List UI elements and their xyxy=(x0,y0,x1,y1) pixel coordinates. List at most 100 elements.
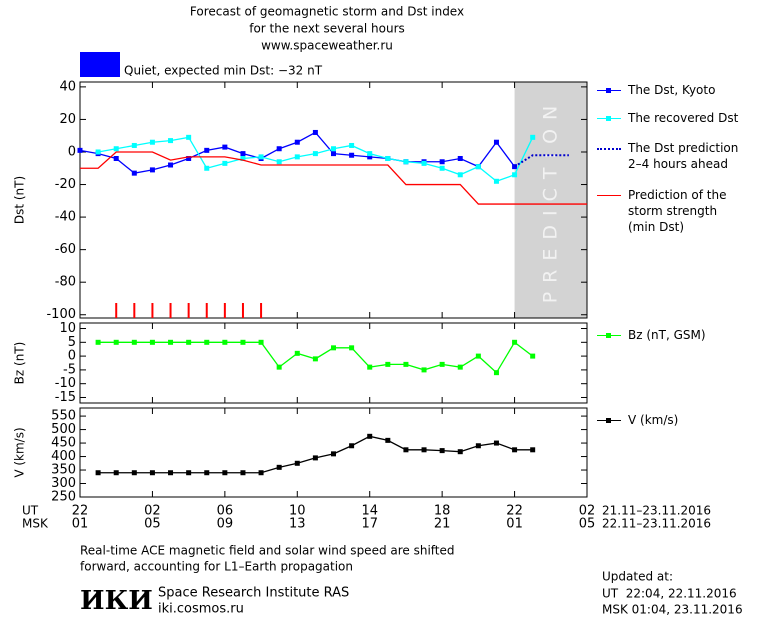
point xyxy=(331,151,336,157)
status-text: Quiet, expected min Dst: −32 nT xyxy=(124,64,323,78)
point xyxy=(222,470,228,476)
point xyxy=(95,470,101,476)
x-tick-label-msk: 21 xyxy=(434,517,451,532)
msk-label: MSK xyxy=(22,517,49,531)
series-line xyxy=(514,154,569,168)
y-tick-label: 0 xyxy=(68,144,76,159)
point xyxy=(421,160,427,166)
point xyxy=(349,443,355,449)
point xyxy=(222,144,228,150)
point xyxy=(385,437,391,443)
y-tick-label: -20 xyxy=(55,177,76,192)
point xyxy=(276,159,282,165)
y-tick-label: 20 xyxy=(59,112,76,127)
y-tick-label: 10 xyxy=(59,321,76,336)
plot-frame xyxy=(79,407,588,498)
x-tick-label: 22 xyxy=(506,504,523,519)
x-tick-label: 02 xyxy=(579,504,596,519)
point xyxy=(113,146,119,152)
y-axis-title: V (km/s) xyxy=(13,427,27,477)
legend-label: The Dst, Kyoto xyxy=(628,83,716,97)
y-tick-label: 40 xyxy=(59,79,76,94)
point xyxy=(349,345,355,351)
point xyxy=(331,451,336,457)
point xyxy=(367,154,373,160)
y-tick-label: 0 xyxy=(68,349,76,364)
legend-marker xyxy=(606,418,611,423)
x-tick-label: 14 xyxy=(361,504,378,519)
y-tick-label: 550 xyxy=(51,409,76,424)
legend-marker xyxy=(606,333,611,338)
y-tick-label: -60 xyxy=(55,242,76,257)
point xyxy=(276,146,282,152)
point xyxy=(457,155,463,161)
point xyxy=(240,339,246,345)
y-tick-label: 5 xyxy=(68,335,76,350)
point xyxy=(512,447,518,453)
point xyxy=(131,142,137,148)
status-box xyxy=(80,52,120,77)
x-tick-label-msk: 05 xyxy=(579,517,596,532)
point xyxy=(403,447,409,453)
point xyxy=(113,339,119,345)
point xyxy=(512,339,518,345)
point xyxy=(493,178,499,184)
note: Real-time ACE magnetic field and solar w… xyxy=(80,544,455,558)
point xyxy=(421,447,427,453)
point xyxy=(331,146,336,152)
site: iki.cosmos.ru xyxy=(158,602,244,617)
y-tick-label: -80 xyxy=(55,275,76,290)
point xyxy=(349,142,355,148)
series-line xyxy=(80,151,587,205)
y-axis-title: Bz (nT) xyxy=(13,342,27,385)
source: www.spaceweather.ru xyxy=(261,39,393,53)
point xyxy=(204,165,210,171)
point xyxy=(439,159,445,165)
point xyxy=(457,449,463,455)
series-line xyxy=(79,131,516,174)
x-tick-label-msk: 05 xyxy=(144,517,161,532)
chart-subtitle: for the next several hours xyxy=(249,22,405,36)
point xyxy=(493,370,499,376)
y-tick-label: -100 xyxy=(46,307,76,322)
point xyxy=(186,155,192,161)
point xyxy=(186,470,192,476)
point xyxy=(349,152,355,158)
point xyxy=(168,339,174,345)
point xyxy=(294,460,300,466)
legend-swatch xyxy=(597,148,621,150)
legend-label: The Dst prediction 2–4 hours ahead xyxy=(628,141,739,171)
y-tick-label: 300 xyxy=(51,476,76,491)
plot-frame xyxy=(79,322,588,404)
point xyxy=(385,361,391,367)
y-axis-title: Dst (nT) xyxy=(13,176,27,224)
point xyxy=(204,470,210,476)
legend-marker xyxy=(606,88,611,93)
point xyxy=(475,443,481,449)
y-tick-label: -5 xyxy=(63,362,76,377)
point xyxy=(312,455,318,461)
y-tick-label: 250 xyxy=(51,490,76,505)
point xyxy=(439,448,445,454)
x-tick-label: 18 xyxy=(434,504,451,519)
updated-ut: UT 22:04, 22.11.2016 xyxy=(602,587,737,601)
x-tick-label-msk: 13 xyxy=(289,517,306,532)
updated-msk: MSK 01:04, 23.11.2016 xyxy=(602,603,743,617)
chart-title: Forecast of geomagnetic storm and Dst in… xyxy=(190,5,464,19)
point xyxy=(403,361,409,367)
point xyxy=(168,138,174,144)
x-tick-label: 02 xyxy=(144,504,161,519)
ut-range: 21.11–23.11.2016 xyxy=(602,504,711,518)
y-tick-label: 400 xyxy=(51,449,76,464)
institute: Space Research Institute RAS xyxy=(158,586,349,601)
point xyxy=(457,364,463,370)
point xyxy=(204,147,210,153)
y-tick-label: 500 xyxy=(51,422,76,437)
point xyxy=(512,172,518,178)
logo: ИКИ xyxy=(80,586,153,616)
point xyxy=(294,154,300,160)
series-line xyxy=(98,435,533,474)
point xyxy=(186,134,192,140)
